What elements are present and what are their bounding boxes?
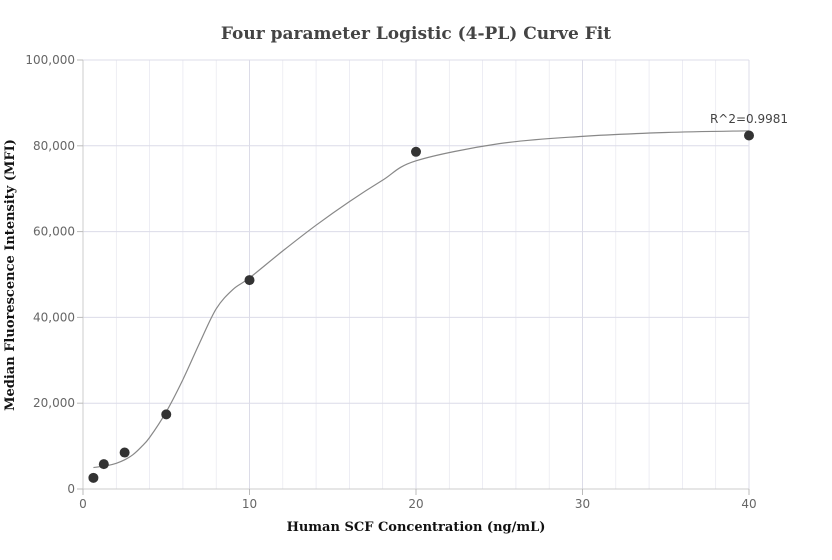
data-point bbox=[744, 130, 754, 141]
fit-curve-line bbox=[93, 130, 750, 469]
y-tick-label: 60,000 bbox=[33, 225, 75, 239]
r-squared-annotation: R^2=0.9981 bbox=[710, 112, 788, 126]
y-tick-label: 100,000 bbox=[25, 53, 75, 67]
data-points bbox=[88, 130, 754, 483]
data-point bbox=[98, 459, 109, 470]
y-tick-label: 0 bbox=[67, 482, 75, 496]
chart-title: Four parameter Logistic (4-PL) Curve Fit bbox=[221, 24, 611, 44]
y-tick-label: 40,000 bbox=[33, 310, 75, 324]
x-tick-label: 20 bbox=[408, 497, 423, 511]
x-tick-label: 10 bbox=[242, 497, 257, 511]
data-point bbox=[411, 146, 421, 157]
data-point bbox=[244, 275, 255, 286]
grid bbox=[83, 59, 750, 489]
data-point bbox=[88, 472, 99, 483]
y-tick-label: 80,000 bbox=[33, 139, 75, 153]
axes: 0 20,000 40,000 60,000 80,000 100,000 0 10 20 30 4… bbox=[25, 53, 756, 511]
y-axis-label: Median Fluorescence Intensity (MFI) bbox=[3, 139, 18, 411]
data-point bbox=[119, 447, 130, 458]
x-tick-label: 40 bbox=[741, 497, 756, 511]
y-tick-label: 20,000 bbox=[33, 396, 75, 410]
x-axis-label: Human SCF Concentration (ng/mL) bbox=[287, 520, 546, 535]
data-point bbox=[161, 409, 172, 420]
x-tick-label: 30 bbox=[575, 497, 590, 511]
fit-curve-layer bbox=[93, 130, 750, 469]
x-tick-label: 0 bbox=[79, 497, 87, 511]
